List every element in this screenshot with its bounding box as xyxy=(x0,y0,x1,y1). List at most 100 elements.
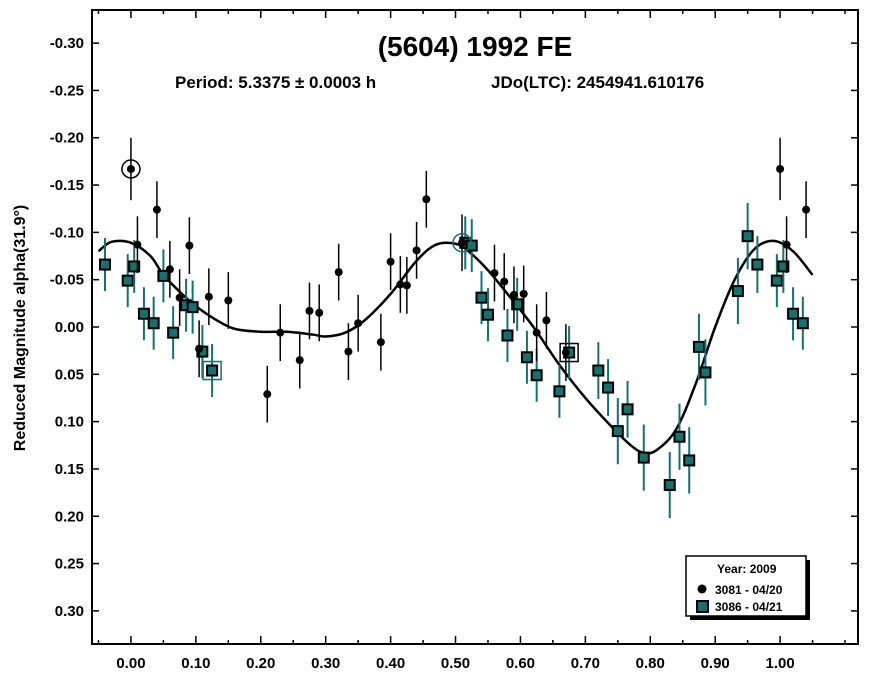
data-point-3086 xyxy=(206,364,219,377)
highlight-square xyxy=(202,360,222,381)
data-point-3081 xyxy=(295,356,304,365)
data-point-3081 xyxy=(422,195,431,204)
data-point-3081 xyxy=(354,319,363,328)
data-point-3081 xyxy=(204,292,213,301)
period-label: Period: 5.3375 ± 0.0003 h xyxy=(175,73,376,92)
data-point-3081 xyxy=(305,306,314,315)
data-point-3086 xyxy=(121,274,134,287)
x-tick-label: 0.80 xyxy=(636,655,665,672)
data-point-3086 xyxy=(621,403,634,416)
data-point-3086 xyxy=(602,381,615,394)
data-point-3081 xyxy=(402,281,411,290)
data-point-3086 xyxy=(731,285,744,298)
y-tick-label: 0.05 xyxy=(55,366,84,383)
data-point-3086 xyxy=(787,307,800,320)
y-tick-label: -0.20 xyxy=(50,130,84,147)
data-points xyxy=(98,137,811,519)
legend-marker-3086 xyxy=(696,600,709,613)
data-point-3081 xyxy=(315,308,324,317)
x-tick-label: 0.20 xyxy=(246,655,275,672)
data-point-3081 xyxy=(519,289,528,298)
data-point-3081 xyxy=(396,280,405,289)
y-tick-label: 0.10 xyxy=(55,414,84,431)
data-point-3086 xyxy=(741,230,754,243)
x-tick-label: 0.50 xyxy=(441,655,470,672)
data-point-3081 xyxy=(500,277,509,286)
data-point-3086 xyxy=(520,351,533,364)
data-point-3086 xyxy=(128,260,141,273)
data-point-3081 xyxy=(490,269,499,278)
legend-label-3081: 3081 - 04/20 xyxy=(715,583,783,597)
y-tick-label: 0.20 xyxy=(55,508,84,525)
highlight-square xyxy=(559,342,579,363)
data-point-3086 xyxy=(553,385,566,398)
data-point-3081 xyxy=(152,205,161,214)
data-point-3086 xyxy=(465,239,478,252)
data-point-3086 xyxy=(796,317,809,330)
data-point-3086 xyxy=(751,258,764,271)
y-tick-label: -0.15 xyxy=(50,177,84,194)
data-point-3081 xyxy=(185,241,194,250)
data-point-3086 xyxy=(673,430,686,443)
data-point-3086 xyxy=(137,307,150,320)
data-point-3086 xyxy=(147,317,160,330)
data-point-3081 xyxy=(133,240,142,249)
y-tick-label: 0.25 xyxy=(55,556,84,573)
legend-label-3086: 3086 - 04/21 xyxy=(715,600,783,614)
data-point-3086 xyxy=(157,269,170,282)
data-point-3081 xyxy=(412,246,421,255)
data-point-3081 xyxy=(458,238,467,247)
data-point-3081 xyxy=(542,316,551,325)
y-axis: -0.30 -0.25 -0.20 -0.15 -0.10 -0.05 0.00 0.05 0.… xyxy=(50,35,858,620)
y-tick-label: -0.10 xyxy=(50,224,84,241)
data-point-3081 xyxy=(175,293,184,302)
y-tick-label: 0.30 xyxy=(55,603,84,620)
data-point-3086 xyxy=(777,260,790,273)
data-point-3081 xyxy=(376,338,385,347)
data-point-3086 xyxy=(481,308,494,321)
x-axis: 0.00 0.10 0.20 0.30 0.40 0.50 0.60 0.70 0.80 0.90… xyxy=(97,10,846,672)
data-point-3081 xyxy=(561,348,570,357)
data-point-3086 xyxy=(511,298,524,311)
y-tick-label: 0.15 xyxy=(55,461,84,478)
x-tick-label: 0.70 xyxy=(571,655,600,672)
data-point-3086 xyxy=(637,451,650,464)
data-point-3081 xyxy=(802,205,811,214)
legend: Year: 2009 3081 - 04/20 3086 - 04/21 xyxy=(685,555,810,620)
data-point-3081 xyxy=(776,164,785,173)
highlight-markers xyxy=(121,159,579,381)
data-point-3081 xyxy=(195,344,204,353)
highlight-circle xyxy=(121,159,141,179)
data-point-3081 xyxy=(263,390,272,399)
x-tick-label: 0.40 xyxy=(376,655,405,672)
legend-title: Year: 2009 xyxy=(717,562,777,576)
data-point-3081 xyxy=(509,290,518,299)
data-point-3086 xyxy=(592,364,605,377)
x-tick-label: 0.60 xyxy=(506,655,535,672)
data-point-3086 xyxy=(501,329,514,342)
data-point-3086 xyxy=(186,301,199,314)
plot-frame xyxy=(91,9,859,645)
x-tick-label: 1.00 xyxy=(766,655,795,672)
data-point-3081 xyxy=(224,296,233,305)
data-point-3081 xyxy=(165,265,174,274)
data-point-3081 xyxy=(276,328,285,337)
x-tick-label: 0.30 xyxy=(311,655,340,672)
data-point-3086 xyxy=(611,425,624,438)
epoch-label: JDo(LTC): 2454941.610176 xyxy=(491,73,704,92)
y-tick-label: -0.25 xyxy=(50,82,84,99)
y-tick-label: -0.30 xyxy=(50,35,84,52)
data-point-3086 xyxy=(98,258,111,271)
x-tick-label: 0.00 xyxy=(116,655,145,672)
data-point-3086 xyxy=(770,274,783,287)
chart-title: (5604) 1992 FE xyxy=(378,31,573,62)
legend-marker-3081 xyxy=(697,584,707,594)
data-point-3086 xyxy=(167,326,180,339)
data-point-3081 xyxy=(334,268,343,277)
y-tick-label: -0.05 xyxy=(50,272,84,289)
x-tick-label: 0.10 xyxy=(181,655,210,672)
data-point-3081 xyxy=(782,240,791,249)
data-point-3086 xyxy=(663,479,676,492)
highlight-circle xyxy=(452,233,472,253)
